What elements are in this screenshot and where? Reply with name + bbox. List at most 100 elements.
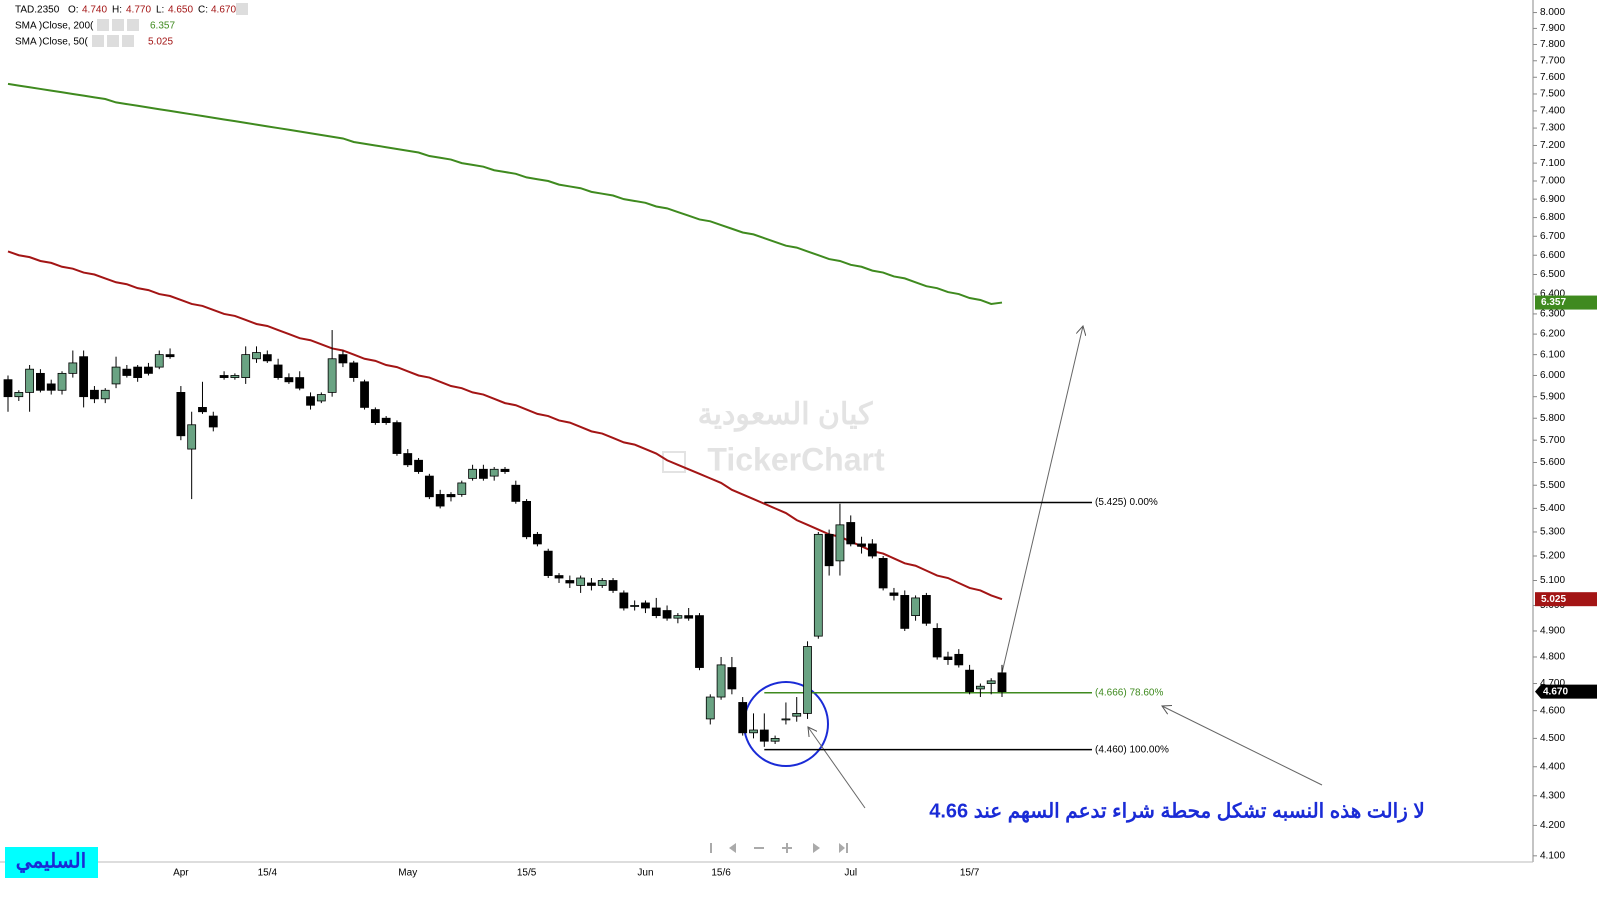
candle-body: [781, 718, 791, 721]
candle-body: [587, 582, 596, 586]
candle-body: [803, 646, 812, 714]
legend-icon[interactable]: [107, 35, 119, 47]
y-tick-label: 4.400: [1540, 761, 1565, 772]
candle-body: [338, 354, 348, 364]
candle-body: [349, 362, 359, 378]
y-tick-label: 7.100: [1540, 158, 1565, 169]
candle-body: [878, 558, 888, 589]
price-tag-label: 5.025: [1541, 594, 1566, 605]
nav-icon[interactable]: [710, 843, 712, 853]
candle-body: [252, 352, 261, 360]
nav-icon[interactable]: [813, 843, 820, 853]
candle-body: [284, 377, 294, 383]
y-tick-label: 6.200: [1540, 329, 1565, 340]
candle-body: [25, 368, 35, 393]
y-tick-label: 4.300: [1540, 790, 1565, 801]
candle-body: [68, 362, 78, 374]
candle-body: [921, 595, 931, 624]
x-tick-label: May: [398, 868, 417, 879]
badge: السليمي: [16, 850, 86, 873]
candle-body: [533, 533, 542, 545]
y-tick-label: 6.800: [1540, 212, 1565, 223]
candle-body: [100, 389, 110, 400]
candle-body: [122, 368, 132, 376]
y-tick-label: 4.700: [1540, 678, 1565, 689]
candle-body: [381, 417, 391, 423]
y-tick-label: 5.300: [1540, 527, 1565, 538]
candle-body: [57, 372, 67, 391]
candle-body: [597, 580, 607, 586]
watermark: TickerChart: [707, 441, 885, 477]
candle-body: [641, 602, 650, 609]
y-tick-label: 7.700: [1540, 55, 1565, 66]
legend-icon[interactable]: [97, 19, 109, 31]
price-tag-label: 4.670: [1543, 686, 1568, 697]
y-tick-label: 7.800: [1540, 39, 1565, 50]
candle-body: [219, 375, 229, 378]
candle-body: [176, 392, 186, 437]
fib-label: (5.425) 0.00%: [1095, 497, 1158, 508]
legend-value: 5.025: [148, 37, 173, 48]
candle-body: [230, 375, 240, 378]
price-tag: [1535, 684, 1597, 699]
x-tick-label: Jun: [637, 868, 653, 879]
y-tick-label: 7.300: [1540, 123, 1565, 134]
y-tick-label: 7.000: [1540, 176, 1565, 187]
candle-body: [759, 729, 769, 742]
candle-body: [424, 475, 434, 498]
x-tick-label: 15/5: [517, 868, 537, 879]
legend-label: SMA )Close, 50(: [15, 37, 88, 48]
y-tick-label: 4.800: [1540, 652, 1565, 663]
legend-icon[interactable]: [236, 3, 248, 15]
candle-body: [273, 364, 283, 378]
nav-icon[interactable]: [846, 843, 848, 853]
legend-icon[interactable]: [122, 35, 134, 47]
y-tick-label: 6.900: [1540, 194, 1565, 205]
legend-icon[interactable]: [112, 19, 124, 31]
y-tick-label: 6.300: [1540, 309, 1565, 320]
x-tick-label: 15/4: [258, 868, 278, 879]
ohlc-value: 4.740: [82, 5, 107, 16]
candle-body: [262, 354, 272, 362]
arrow: [808, 727, 866, 809]
candle-body: [630, 605, 640, 607]
candle-body: [911, 597, 920, 617]
symbol: TAD.2350: [15, 5, 60, 16]
x-tick-label: 15/7: [960, 868, 980, 879]
legend-icon[interactable]: [127, 19, 139, 31]
badge-box: [5, 847, 98, 878]
nav-controls: [710, 843, 848, 853]
candle-body: [468, 468, 477, 479]
candle-body: [511, 484, 521, 502]
y-tick-label: 5.100: [1540, 575, 1565, 586]
candle-body: [770, 737, 780, 742]
candle-body: [867, 543, 877, 557]
candle-body: [500, 468, 510, 472]
y-tick-label: 7.900: [1540, 23, 1565, 34]
legend-icon[interactable]: [92, 35, 104, 47]
candle-body: [316, 394, 326, 402]
nav-icon[interactable]: [839, 843, 845, 853]
candle-body: [306, 396, 315, 406]
candle-body: [327, 358, 337, 393]
candle-body: [954, 653, 964, 666]
x-tick-label: Jul: [844, 868, 857, 879]
ohlc-label: O:: [68, 5, 79, 16]
candle-body: [554, 575, 564, 579]
sma-line: [7, 82, 1003, 305]
nav-icon[interactable]: [782, 843, 792, 853]
legend-value: 6.357: [150, 21, 175, 32]
y-tick-label: 5.700: [1540, 435, 1565, 446]
y-tick-label: 5.600: [1540, 457, 1565, 468]
candle-body: [543, 550, 553, 576]
candle-body: [522, 501, 532, 538]
fib-label: (4.666) 78.60%: [1095, 687, 1163, 698]
nav-icon[interactable]: [729, 843, 736, 853]
candle-body: [824, 533, 834, 567]
nav-icon[interactable]: [754, 847, 764, 849]
candle-body: [208, 415, 218, 428]
candle-body: [716, 664, 726, 698]
candle-body: [403, 453, 413, 466]
y-tick-label: 6.000: [1540, 370, 1565, 381]
